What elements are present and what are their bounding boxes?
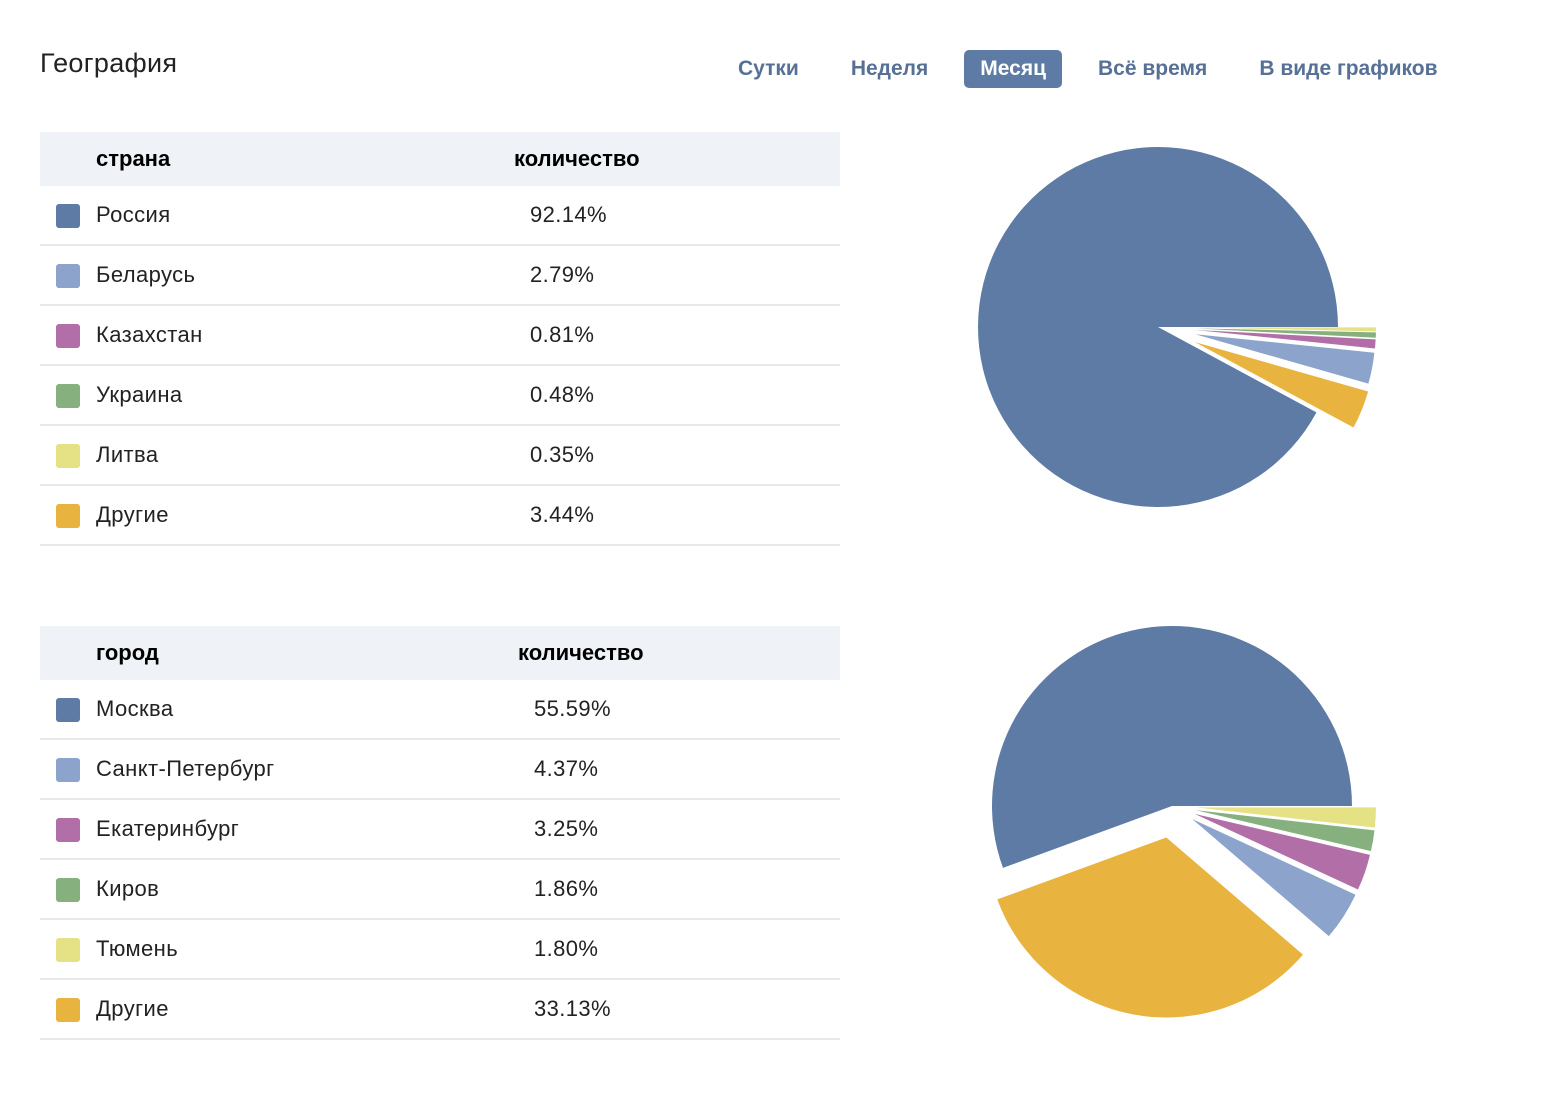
country-percent: 0.35%: [530, 442, 595, 467]
city-name: Москва: [96, 696, 174, 721]
table-row: Беларусь 2.79%: [40, 246, 840, 306]
city-percent: 3.25%: [534, 816, 599, 841]
country-name: Казахстан: [96, 322, 203, 347]
color-swatch: [56, 264, 80, 288]
count-column-header: количество: [514, 146, 640, 171]
tab-month[interactable]: Месяц: [964, 50, 1063, 88]
pie-slice-purple: [1195, 329, 1376, 349]
table-row: Другие 3.44%: [40, 486, 840, 546]
table-row: Литва 0.35%: [40, 426, 840, 486]
city-name: Другие: [96, 996, 169, 1021]
pie-slice-light-blue: [1195, 334, 1375, 384]
country-name: Украина: [96, 382, 183, 407]
tab-day[interactable]: Сутки: [738, 57, 799, 80]
cities-table: город количество Москва 55.59% Санкт-Пет…: [40, 626, 840, 1040]
tab-all-time[interactable]: Всё время: [1098, 57, 1208, 80]
countries-table: страна количество Россия 92.14% Беларусь…: [40, 132, 840, 546]
cities-pie-chart: [992, 626, 1376, 1018]
color-swatch: [56, 938, 80, 962]
city-percent: 1.80%: [534, 936, 599, 961]
country-percent: 3.44%: [530, 502, 595, 527]
color-swatch: [56, 504, 80, 528]
color-swatch: [56, 444, 80, 468]
city-name: Киров: [96, 876, 160, 901]
color-swatch: [56, 324, 80, 348]
city-column-header: город: [96, 640, 159, 665]
period-tabs: Сутки Неделя Месяц Всё время В виде граф…: [722, 50, 1453, 88]
pie-slice-main: [978, 147, 1338, 507]
city-name: Екатеринбург: [96, 816, 240, 841]
pie-slice-yellow: [1195, 807, 1376, 828]
table-row: Украина 0.48%: [40, 366, 840, 426]
pie-slice-green: [1195, 328, 1376, 338]
countries-pie-chart: [978, 147, 1376, 507]
tab-week[interactable]: Неделя: [850, 57, 929, 80]
pie-slice-main: [992, 626, 1352, 868]
country-column-header: страна: [96, 146, 171, 171]
table-row: Екатеринбург 3.25%: [40, 800, 840, 860]
color-swatch: [56, 384, 80, 408]
table-row: Санкт-Петербург 4.37%: [40, 740, 840, 800]
color-swatch: [56, 818, 80, 842]
pie-slice-other: [1195, 342, 1369, 428]
country-percent: 0.48%: [530, 382, 595, 407]
city-percent: 4.37%: [534, 756, 599, 781]
cities-table-header: город количество: [40, 626, 840, 680]
pie-slice-yellow: [1195, 327, 1376, 332]
table-row: Россия 92.14%: [40, 186, 840, 246]
city-percent: 55.59%: [534, 696, 612, 721]
city-percent: 33.13%: [534, 996, 612, 1021]
country-name: Беларусь: [96, 262, 196, 287]
table-row: Другие 33.13%: [40, 980, 840, 1040]
color-swatch: [56, 998, 80, 1022]
color-swatch: [56, 878, 80, 902]
tab-as-graphs[interactable]: В виде графиков: [1259, 57, 1438, 80]
table-row: Киров 1.86%: [40, 860, 840, 920]
pie-slice-light-blue: [1192, 818, 1356, 937]
country-percent: 92.14%: [530, 202, 608, 227]
pie-slice-other: [997, 837, 1303, 1018]
page-title: География: [40, 48, 178, 78]
count-column-header: количество: [518, 640, 644, 665]
country-percent: 0.81%: [530, 322, 595, 347]
pie-slice-purple: [1194, 813, 1370, 890]
table-row: Тюмень 1.80%: [40, 920, 840, 980]
city-name: Санкт-Петербург: [96, 756, 275, 781]
country-name: Литва: [96, 442, 159, 467]
table-row: Москва 55.59%: [40, 680, 840, 740]
city-name: Тюмень: [96, 936, 179, 961]
color-swatch: [56, 758, 80, 782]
city-percent: 1.86%: [534, 876, 599, 901]
countries-table-header: страна количество: [40, 132, 840, 186]
country-name: Россия: [96, 202, 171, 227]
color-swatch: [56, 698, 80, 722]
country-name: Другие: [96, 502, 169, 527]
pie-slice-green: [1195, 810, 1375, 852]
table-row: Казахстан 0.81%: [40, 306, 840, 366]
color-swatch: [56, 204, 80, 228]
country-percent: 2.79%: [530, 262, 595, 287]
